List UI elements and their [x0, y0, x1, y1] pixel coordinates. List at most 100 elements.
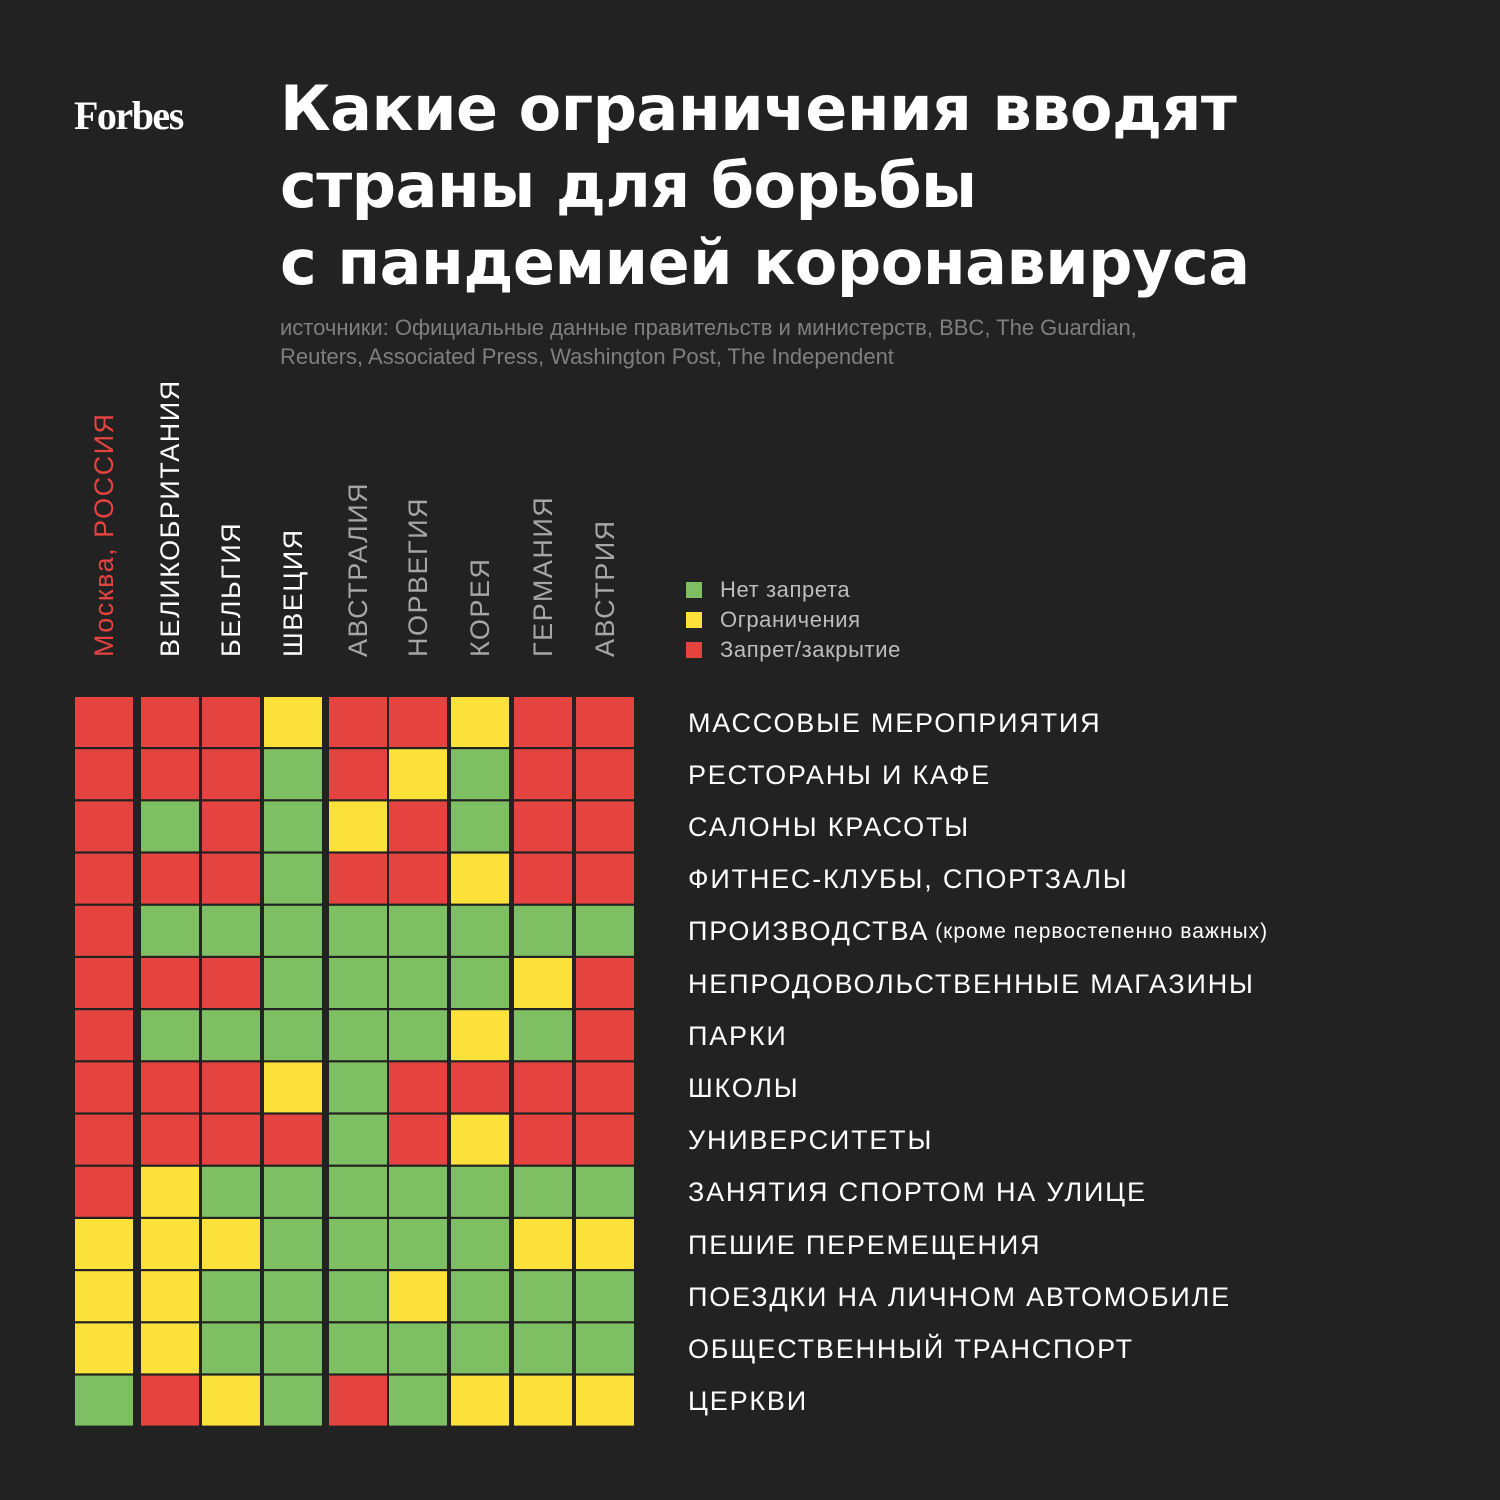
heatmap-cell [329, 1323, 387, 1374]
heatmap-cell [141, 801, 199, 852]
heatmap-cell [329, 1166, 387, 1217]
source-line: источники: Официальные данные правительс… [280, 315, 1137, 340]
heatmap-cell [264, 1219, 322, 1269]
heatmap-cell [514, 697, 572, 747]
heatmap-cell [451, 905, 509, 956]
heatmap-cell [141, 958, 199, 1008]
column-header: ШВЕЦИЯ [278, 528, 308, 657]
column-country: АВСТРАЛИЯ [343, 482, 373, 657]
heatmap-cell [451, 1375, 509, 1426]
heatmap-cell [576, 1271, 634, 1322]
heatmap-cell [264, 958, 322, 1008]
heatmap-cell [329, 1219, 387, 1269]
heatmap-cell [141, 1062, 199, 1113]
heatmap-cell [202, 1375, 260, 1426]
heatmap-cell [202, 905, 260, 956]
heatmap-cell [576, 1062, 634, 1113]
row-label-text: МАССОВЫЕ МЕРОПРИЯТИЯ [688, 707, 1102, 738]
row-label-text: ЗАНЯТИЯ СПОРТОМ НА УЛИЦЕ [688, 1177, 1147, 1208]
heatmap-cell [451, 1166, 509, 1217]
heatmap-cell [75, 1062, 133, 1113]
row-label-text: ОБЩЕСТВЕННЫЙ ТРАНСПОРТ [688, 1333, 1134, 1364]
heatmap-cell [329, 697, 387, 747]
heatmap-cell [514, 749, 572, 800]
heatmap-cell [329, 1114, 387, 1165]
heatmap-cell [576, 1323, 634, 1374]
heatmap-cell [202, 801, 260, 852]
legend: Нет запрета Ограничения Запрет/закрытие [686, 575, 901, 665]
legend-label: Нет запрета [720, 577, 851, 602]
column-header: КОРЕЯ [465, 558, 495, 657]
heatmap-cell [451, 1271, 509, 1322]
heatmap-cell [264, 1114, 322, 1165]
heatmap-cell [141, 1219, 199, 1269]
heatmap-cell [264, 1010, 322, 1061]
heatmap-cell [451, 1062, 509, 1113]
heatmap-cell [514, 1010, 572, 1061]
heatmap-cell [264, 1062, 322, 1113]
column-country: КОРЕЯ [465, 558, 495, 657]
heatmap-cell [75, 905, 133, 956]
heatmap-cell [514, 1062, 572, 1113]
row-label: ЦЕРКВИ [688, 1376, 808, 1428]
row-label-text: ПРОИЗВОДСТВА [688, 916, 930, 947]
heatmap-cell [576, 1166, 634, 1217]
heatmap-cell [202, 1219, 260, 1269]
heatmap-cell [264, 853, 322, 904]
heatmap-cell [75, 1271, 133, 1322]
heatmap-cell [514, 853, 572, 904]
heatmap-cell [576, 958, 634, 1008]
heatmap-cell [141, 1166, 199, 1217]
heatmap-cell [75, 697, 133, 747]
heatmap-cell [329, 958, 387, 1008]
row-label-text: ЦЕРКВИ [688, 1386, 808, 1417]
heatmap-cell [264, 1271, 322, 1322]
heatmap-cell [514, 801, 572, 852]
heatmap-cell [389, 749, 447, 800]
heatmap-cell [141, 1010, 199, 1061]
title-line: с пандемией коронавируса [280, 226, 1250, 299]
row-label-text: ПЕШИЕ ПЕРЕМЕЩЕНИЯ [688, 1229, 1042, 1260]
heatmap-cell [329, 749, 387, 800]
row-label: ПОЕЗДКИ НА ЛИЧНОМ АВТОМОБИЛЕ [688, 1271, 1231, 1323]
heatmap-cell [264, 905, 322, 956]
heatmap-cell [514, 1323, 572, 1374]
row-label: ПАРКИ [688, 1010, 788, 1062]
heatmap-cell [389, 958, 447, 1008]
column-header: ГЕРМАНИЯ [528, 496, 558, 657]
row-label: НЕПРОДОВОЛЬСТВЕННЫЕ МАГАЗИНЫ [688, 958, 1255, 1010]
heatmap-cell [576, 1375, 634, 1426]
column-header: Москва, РОССИЯ [89, 412, 119, 657]
source-line: Reuters, Associated Press, Washington Po… [280, 344, 894, 369]
heatmap-cell [202, 1114, 260, 1165]
row-label-text: САЛОНЫ КРАСОТЫ [688, 811, 970, 842]
heatmap-cell [202, 697, 260, 747]
heatmap-cell [264, 749, 322, 800]
heatmap-cell [141, 1375, 199, 1426]
heatmap-cell [514, 1166, 572, 1217]
heatmap-cell [389, 1062, 447, 1113]
heatmap-cell [202, 1323, 260, 1374]
column-header: ВЕЛИКОБРИТАНИЯ [155, 379, 185, 657]
column-country: РОССИЯ [89, 412, 119, 537]
heatmap-cell [264, 1323, 322, 1374]
row-label-text: НЕПРОДОВОЛЬСТВЕННЫЕ МАГАЗИНЫ [688, 968, 1255, 999]
row-label-text: ФИТНЕС-КЛУБЫ, СПОРТЗАЛЫ [688, 864, 1129, 895]
heatmap-cell [389, 1375, 447, 1426]
column-country: НОРВЕГИЯ [403, 497, 433, 657]
heatmap-cell [514, 1271, 572, 1322]
heatmap-cell [389, 1114, 447, 1165]
legend-swatch-green [686, 582, 702, 598]
heatmap-cell [264, 801, 322, 852]
column-header: АВСТРИЯ [590, 519, 620, 657]
row-label: ЗАНЯТИЯ СПОРТОМ НА УЛИЦЕ [688, 1167, 1147, 1219]
heatmap-cell [202, 1271, 260, 1322]
heatmap-cell [576, 697, 634, 747]
heatmap-cell [576, 1010, 634, 1061]
heatmap-cell [389, 1010, 447, 1061]
heatmap-cell [141, 1271, 199, 1322]
column-header: АВСТРАЛИЯ [343, 482, 373, 657]
heatmap-cell [389, 1323, 447, 1374]
column-header: НОРВЕГИЯ [403, 497, 433, 657]
heatmap-cell [329, 1010, 387, 1061]
